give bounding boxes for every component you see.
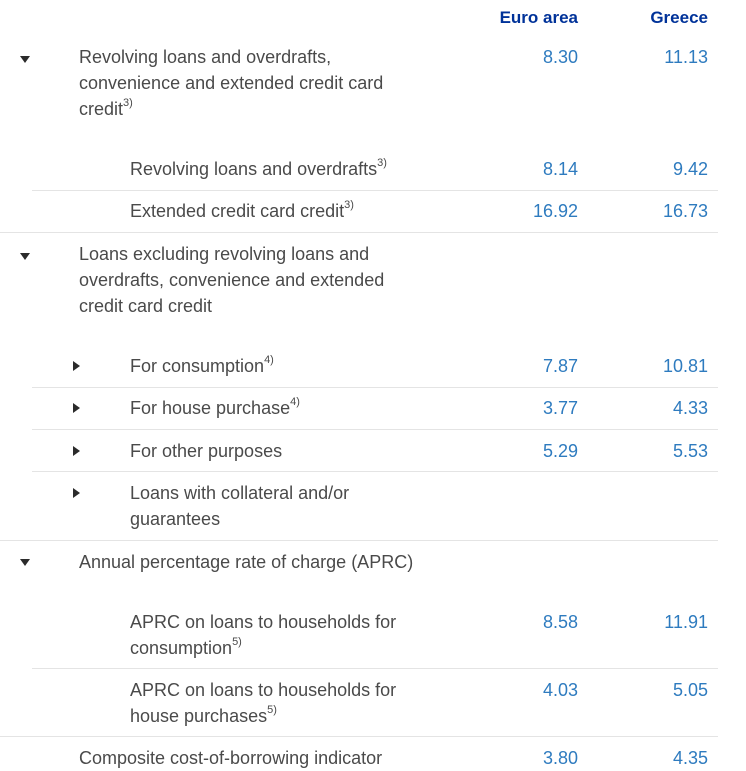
section-revolving-loans: Revolving loans and overdrafts, convenie…: [0, 44, 746, 144]
caret-right-icon[interactable]: [68, 442, 86, 460]
euro-area-value: 7.87: [542, 356, 578, 376]
greece-value: 5.53: [672, 441, 708, 461]
section-divider: [0, 736, 718, 737]
greece-value: 4.33: [672, 398, 708, 418]
caret-down-icon[interactable]: [16, 50, 34, 68]
row-divider: [32, 471, 718, 472]
section-divider: [0, 540, 718, 541]
caret-right-icon[interactable]: [68, 484, 86, 502]
column-header-greece: Greece: [650, 8, 708, 27]
row-label: Revolving loans and overdrafts3): [130, 157, 387, 180]
row-label: For house purchase4): [130, 396, 300, 419]
caret-right-icon[interactable]: [68, 399, 86, 417]
table-row: For consumption4) 7.87 10.81: [0, 353, 746, 387]
table-row: Revolving loans and overdrafts3) 8.14 9.…: [0, 156, 746, 190]
footnote-ref[interactable]: 4): [264, 354, 274, 366]
table-row: Loans with collateral and/or guarantees: [0, 480, 746, 540]
row-label: Loans with collateral and/or guarantees: [130, 483, 350, 529]
section-label: Loans excluding revolving loans and over…: [79, 244, 385, 316]
table-row: APRC on loans to households for house pu…: [0, 677, 746, 737]
row-label: APRC on loans to households for house pu…: [130, 680, 397, 726]
section-label: Composite cost-of-borrowing indicator: [79, 748, 383, 768]
euro-area-value: 3.80: [542, 748, 578, 768]
row-divider: [32, 668, 718, 669]
row-label: For other purposes: [130, 441, 283, 461]
row-divider: [32, 429, 718, 430]
footnote-ref[interactable]: 3): [344, 199, 354, 211]
table-row: For house purchase4) 3.77 4.33: [0, 395, 746, 429]
footnote-ref[interactable]: 4): [290, 396, 300, 408]
caret-down-icon[interactable]: [16, 247, 34, 265]
footnote-ref[interactable]: 5): [232, 636, 242, 648]
euro-area-value: 8.14: [542, 159, 578, 179]
caret-right-icon[interactable]: [68, 357, 86, 375]
greece-value: 5.05: [672, 680, 708, 700]
footnote-ref[interactable]: 3): [377, 157, 387, 169]
euro-area-value: 3.77: [542, 398, 578, 418]
row-divider: [32, 190, 718, 191]
table-row: For other purposes 5.29 5.53: [0, 438, 746, 472]
row-divider: [32, 387, 718, 388]
table-row: Extended credit card credit3) 16.92 16.7…: [0, 198, 746, 232]
table-header: Euro area Greece: [0, 0, 746, 36]
greece-value: 4.35: [672, 748, 708, 768]
euro-area-value: 16.92: [532, 201, 578, 221]
section-label: Annual percentage rate of charge (APRC): [79, 552, 414, 572]
euro-area-value: 4.03: [542, 680, 578, 700]
section-divider: [0, 232, 718, 233]
greece-value: 11.91: [664, 612, 708, 632]
table-row: APRC on loans to households for consumpt…: [0, 609, 746, 669]
greece-value: 9.42: [672, 159, 708, 179]
column-header-euro-area: Euro area: [499, 8, 578, 27]
greece-value: 10.81: [662, 356, 708, 376]
row-label: For consumption4): [130, 354, 274, 377]
footnote-ref[interactable]: 5): [267, 704, 277, 716]
caret-down-icon[interactable]: [16, 553, 34, 571]
section-aprc: Annual percentage rate of charge (APRC): [0, 549, 746, 589]
row-label: APRC on loans to households for consumpt…: [130, 612, 397, 658]
section-label: Revolving loans and overdrafts, convenie…: [79, 47, 384, 119]
footnote-ref[interactable]: 3): [123, 97, 133, 109]
euro-area-value: 8.30: [542, 47, 578, 67]
section-composite-cost: Composite cost-of-borrowing indicator 3.…: [0, 745, 746, 768]
greece-value: 16.73: [662, 201, 708, 221]
euro-area-value: 8.58: [542, 612, 578, 632]
greece-value: 11.13: [664, 47, 708, 67]
row-label: Extended credit card credit3): [130, 199, 354, 222]
section-loans-excluding-revolving: Loans excluding revolving loans and over…: [0, 241, 746, 341]
euro-area-value: 5.29: [542, 441, 578, 461]
